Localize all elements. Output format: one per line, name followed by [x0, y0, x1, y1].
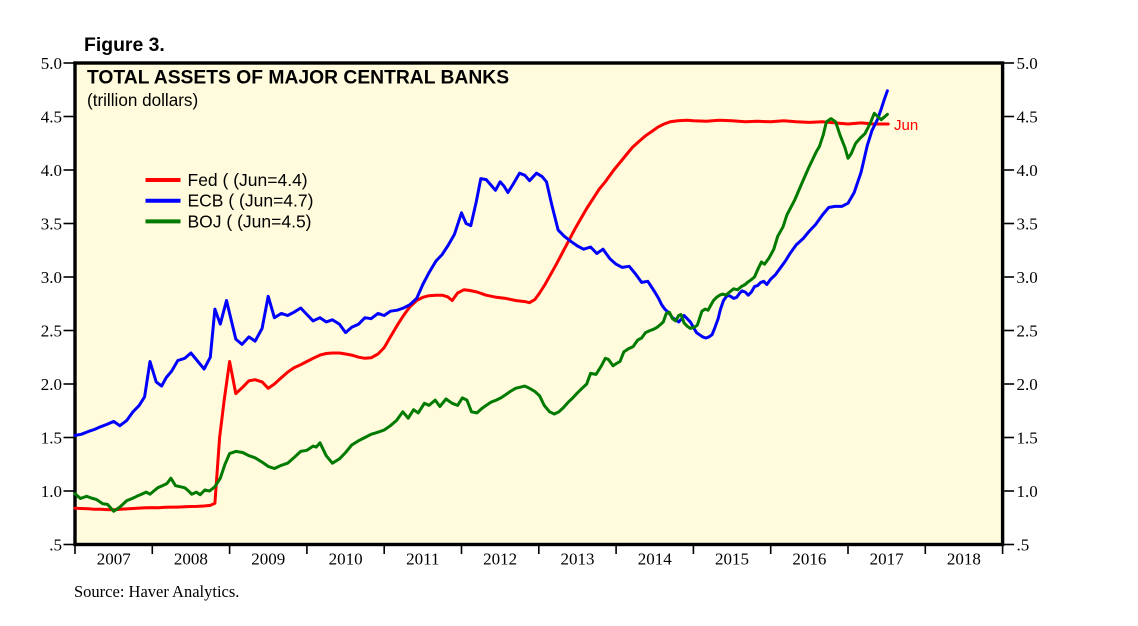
svg-text:2008: 2008 [174, 550, 208, 569]
svg-text:2009: 2009 [251, 550, 285, 569]
svg-text:3.5: 3.5 [41, 215, 62, 234]
svg-text:1.0: 1.0 [1017, 482, 1038, 501]
svg-text:ECB ( (Jun=4.7): ECB ( (Jun=4.7) [188, 191, 314, 211]
svg-text:TOTAL ASSETS OF MAJOR CENTRAL: TOTAL ASSETS OF MAJOR CENTRAL BANKS [87, 68, 509, 89]
svg-text:3.0: 3.0 [41, 268, 62, 287]
svg-text:(trillion dollars): (trillion dollars) [87, 91, 198, 110]
svg-text:Jun: Jun [894, 117, 918, 134]
svg-text:2013: 2013 [561, 550, 595, 569]
svg-text:BOJ ( (Jun=4.5): BOJ ( (Jun=4.5) [188, 211, 312, 231]
svg-text:2012: 2012 [483, 550, 517, 569]
svg-text:2.0: 2.0 [1017, 375, 1038, 394]
svg-text:2010: 2010 [329, 550, 363, 569]
svg-text:.5: .5 [49, 536, 62, 555]
svg-text:Figure 3.: Figure 3. [84, 34, 165, 56]
svg-text:4.5: 4.5 [41, 108, 62, 127]
svg-text:Fed ( (Jun=4.4): Fed ( (Jun=4.4) [188, 170, 308, 190]
svg-text:3.5: 3.5 [1017, 215, 1038, 234]
svg-text:1.0: 1.0 [41, 482, 62, 501]
svg-text:5.0: 5.0 [1017, 54, 1038, 73]
svg-text:2011: 2011 [406, 550, 439, 569]
svg-text:2018: 2018 [947, 550, 981, 569]
svg-text:.5: .5 [1017, 536, 1030, 555]
svg-text:2015: 2015 [715, 550, 749, 569]
svg-text:2007: 2007 [97, 550, 132, 569]
svg-text:4.0: 4.0 [1017, 161, 1038, 180]
svg-text:1.5: 1.5 [1017, 429, 1038, 448]
svg-text:2.5: 2.5 [1017, 322, 1038, 341]
svg-text:Source: Haver Analytics.: Source: Haver Analytics. [74, 582, 239, 601]
svg-text:2017: 2017 [870, 550, 905, 569]
svg-text:3.0: 3.0 [1017, 268, 1038, 287]
svg-text:2.5: 2.5 [41, 322, 62, 341]
svg-text:2016: 2016 [792, 550, 826, 569]
svg-text:5.0: 5.0 [41, 54, 62, 73]
svg-text:4.5: 4.5 [1017, 108, 1038, 127]
svg-text:4.0: 4.0 [41, 161, 62, 180]
svg-text:2014: 2014 [638, 550, 673, 569]
svg-text:2.0: 2.0 [41, 375, 62, 394]
svg-text:1.5: 1.5 [41, 429, 62, 448]
